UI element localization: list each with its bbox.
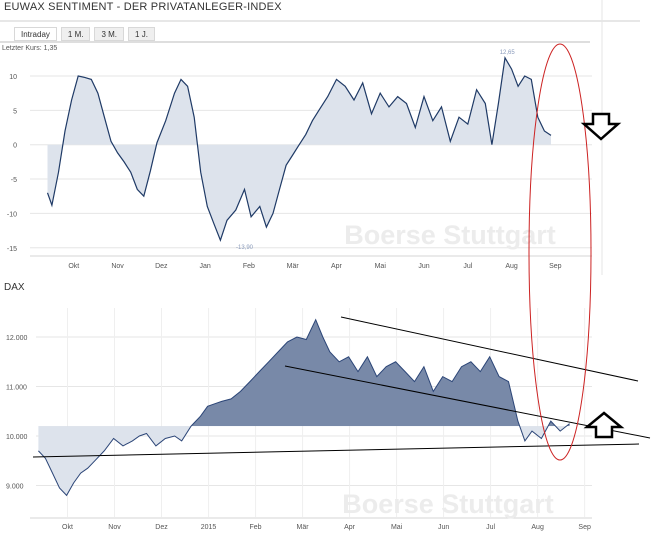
y-tick-label: 0 (13, 143, 17, 150)
y-tick-label: 10 (9, 74, 17, 81)
x-tick-label: Feb (250, 524, 262, 531)
x-tick-label: Okt (62, 524, 73, 531)
x-tick-label: Okt (68, 263, 79, 270)
x-tick-label: Feb (243, 263, 255, 270)
last-value-label: Letzter Kurs: 1,35 (2, 45, 57, 52)
arrow-down-icon (580, 112, 622, 141)
y-tick-label: 9.000 (6, 484, 24, 491)
x-tick-label: Sep (549, 263, 562, 270)
tab-1-month[interactable]: 1 M. (60, 27, 91, 41)
sentiment-axis-labels: 10 5 0 -5 -10 -15 Okt Nov Dez Jan Feb Mär Apr Mai Jun J… (7, 74, 562, 270)
x-tick-label: Aug (531, 524, 544, 531)
x-tick-label: Apr (344, 524, 356, 531)
annotation-label: 12,65 (500, 50, 516, 56)
watermark-top: Boerse Stuttgart (344, 220, 556, 250)
arrow-up-icon (583, 411, 625, 439)
dax-area-above (38, 319, 570, 427)
x-tick-label: Mär (287, 263, 300, 270)
chart-title: EUWAX SENTIMENT - DER PRIVATANLEGER-INDE… (4, 1, 282, 13)
x-tick-label: Aug (505, 263, 518, 270)
tab-3-months[interactable]: 3 M. (94, 27, 125, 41)
dax-line (38, 318, 570, 497)
x-tick-label: Dez (155, 263, 168, 270)
x-tick-label: Jul (486, 524, 495, 531)
y-tick-label: 10.000 (6, 434, 28, 441)
annotation-label: -13,90 (236, 245, 254, 251)
x-tick-label: Dez (155, 524, 168, 531)
y-tick-label: 11.000 (6, 385, 27, 392)
x-tick-label: Jan (199, 263, 210, 270)
x-tick-label: Mai (391, 524, 403, 531)
trendline-support (32, 443, 640, 458)
x-tick-label: Jul (463, 263, 472, 270)
y-tick-label: -5 (11, 177, 17, 184)
dax-title: DAX (4, 282, 25, 293)
y-tick-label: -10 (7, 211, 17, 218)
timeframe-tabs: Intraday 1 M. 3 M. 1 J. (14, 27, 159, 41)
y-tick-label: 12.000 (6, 335, 28, 342)
x-tick-label: Nov (108, 524, 121, 531)
x-tick-label: Sep (578, 524, 591, 531)
dax-area-below (38, 426, 567, 496)
sentiment-line (46, 56, 552, 242)
y-tick-label: -15 (7, 246, 17, 253)
x-tick-label: Apr (331, 263, 343, 270)
x-tick-label: Nov (111, 263, 124, 270)
tab-intraday[interactable]: Intraday (14, 27, 57, 41)
trendline-upper (340, 316, 639, 382)
focus-ellipse (528, 43, 592, 461)
tab-1-year[interactable]: 1 J. (128, 27, 155, 41)
sentiment-area (47, 57, 551, 241)
x-tick-label: Jun (418, 263, 429, 270)
dax-axis-labels: 12.000 11.000 10.000 9.000 Okt Nov Dez 2015 Feb M… (6, 335, 591, 531)
x-tick-label: Mär (297, 524, 310, 531)
watermark-bottom: Boerse Stuttgart (342, 489, 554, 519)
y-tick-label: 5 (13, 108, 17, 115)
sentiment-annotations: 12,65 -13,90 (236, 50, 515, 251)
x-tick-label: Mai (375, 263, 387, 270)
x-tick-label: 2015 (201, 524, 217, 531)
x-tick-label: Jun (438, 524, 449, 531)
